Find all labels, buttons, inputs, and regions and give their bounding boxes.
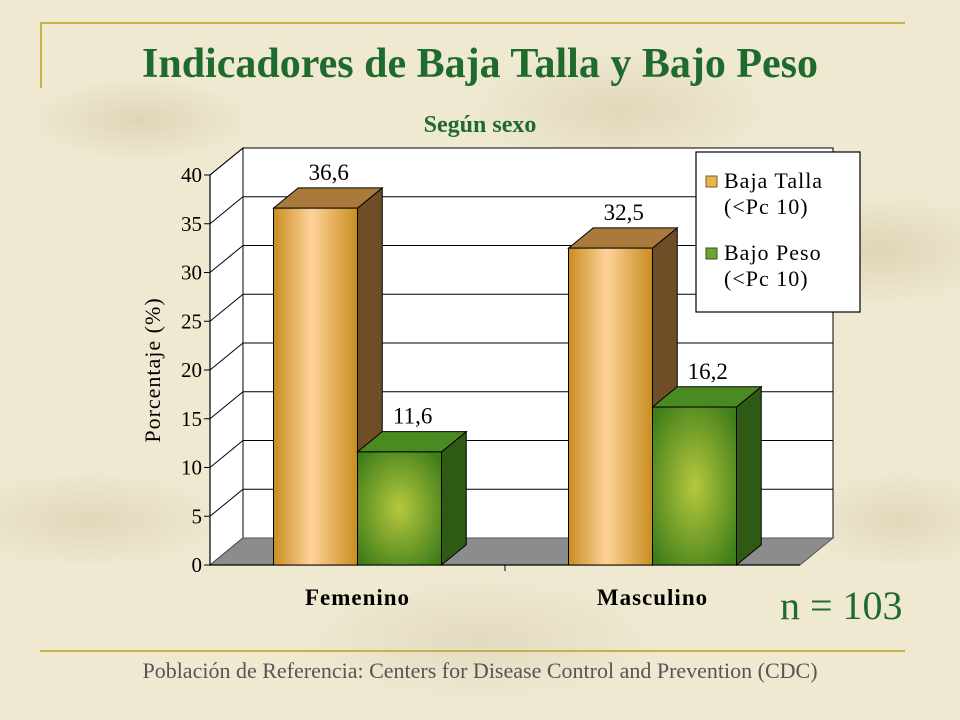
slide-subtitle: Según sexo bbox=[423, 112, 537, 138]
y-tick-label: 5 bbox=[192, 504, 203, 528]
y-tick-label: 0 bbox=[192, 553, 203, 577]
y-tick-label: 20 bbox=[181, 358, 202, 382]
bar-baja-talla bbox=[273, 207, 358, 566]
x-category-label: Femenino bbox=[305, 585, 410, 610]
y-tick-label: 10 bbox=[181, 456, 202, 480]
data-label: 32,5 bbox=[604, 200, 644, 225]
reference-footnote: Población de Referencia: Centers for Dis… bbox=[142, 658, 818, 683]
legend-label: Bajo Peso bbox=[724, 240, 822, 265]
data-label: 11,6 bbox=[393, 404, 432, 429]
legend-label: Baja Talla bbox=[724, 168, 823, 193]
bottom-decorative-rule bbox=[40, 650, 905, 652]
y-tick-label: 35 bbox=[181, 212, 202, 236]
data-label: 36,6 bbox=[309, 160, 349, 185]
top-decorative-rule bbox=[40, 22, 905, 24]
bar-bajo-peso-side bbox=[441, 430, 467, 567]
slide-title: Indicadores de Baja Talla y Bajo Peso bbox=[142, 41, 818, 87]
bar-bajo-peso bbox=[652, 406, 737, 566]
bar-bajo-peso-side bbox=[736, 385, 762, 567]
legend-label: (<Pc 10) bbox=[724, 194, 809, 219]
legend-label: (<Pc 10) bbox=[724, 266, 809, 291]
y-axis-title: Porcentaje (%) bbox=[140, 297, 165, 442]
legend-swatch-bajo-peso bbox=[705, 247, 718, 260]
x-category-label: Masculino bbox=[597, 585, 708, 610]
gridline bbox=[209, 147, 833, 176]
gridline bbox=[209, 196, 833, 225]
y-tick-label: 15 bbox=[181, 407, 202, 431]
y-tick-label: 25 bbox=[181, 309, 202, 333]
y-tick-label: 30 bbox=[181, 261, 202, 285]
left-decorative-rule bbox=[40, 22, 42, 88]
y-tick-label: 40 bbox=[181, 163, 202, 187]
legend-box bbox=[695, 151, 861, 313]
bar-bajo-peso bbox=[357, 451, 442, 566]
data-label: 16,2 bbox=[688, 359, 728, 384]
sample-size-label: n = 103 bbox=[780, 583, 903, 628]
bar-baja-talla bbox=[568, 247, 653, 566]
legend-swatch-baja-talla bbox=[705, 175, 718, 188]
